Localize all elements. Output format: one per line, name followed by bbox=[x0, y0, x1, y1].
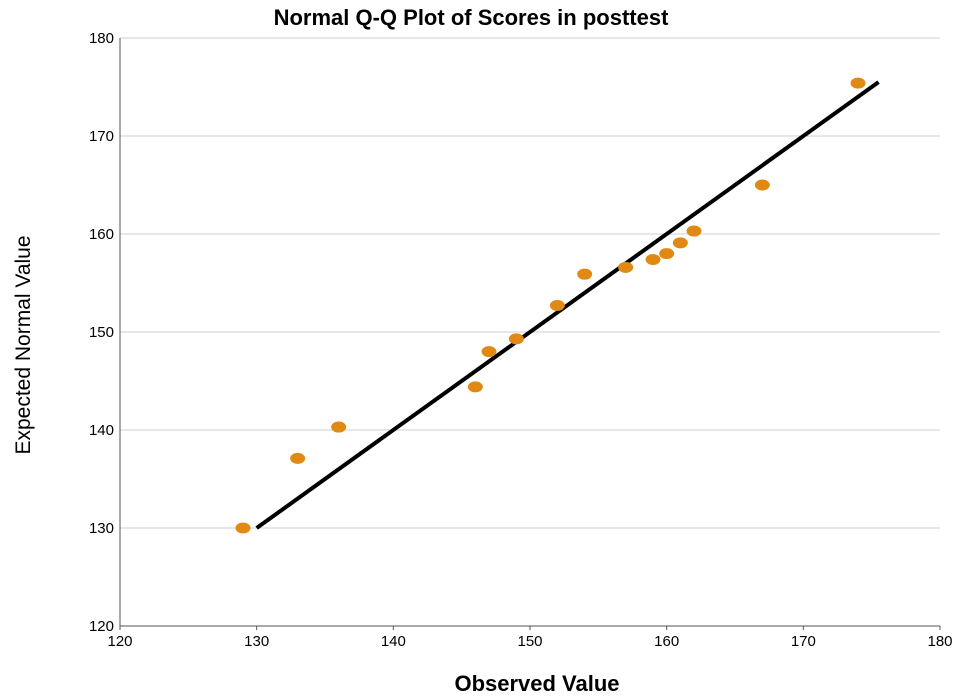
y-tick-label: 180 bbox=[89, 30, 114, 47]
x-tick-label: 150 bbox=[517, 633, 542, 650]
data-point bbox=[754, 179, 770, 191]
reference-line bbox=[255, 80, 880, 530]
x-tick-label: 160 bbox=[654, 633, 679, 650]
data-point bbox=[577, 268, 593, 280]
y-tick-label: 130 bbox=[89, 520, 114, 537]
chart-title: Normal Q-Q Plot of Scores in posttest bbox=[274, 5, 670, 30]
y-tick-label: 150 bbox=[89, 324, 114, 341]
data-point bbox=[467, 381, 483, 393]
y-tick-label: 140 bbox=[89, 422, 114, 439]
y-tick-label: 120 bbox=[89, 618, 114, 635]
data-points bbox=[235, 77, 866, 534]
data-point bbox=[645, 253, 661, 265]
x-tick-label: 120 bbox=[107, 633, 132, 650]
data-point bbox=[686, 225, 702, 237]
data-point bbox=[850, 77, 866, 89]
y-tick-labels: 120 130 140 150 160 170 180 bbox=[89, 30, 114, 635]
x-tick-labels: 120 130 140 150 160 170 180 bbox=[107, 626, 953, 650]
x-tick-label: 140 bbox=[381, 633, 406, 650]
y-axis-label: Expected Normal Value bbox=[12, 235, 35, 454]
y-tick-label: 160 bbox=[89, 226, 114, 243]
data-point bbox=[618, 261, 634, 273]
x-axis-label: Observed Value bbox=[454, 671, 619, 696]
x-tick-label: 180 bbox=[927, 633, 952, 650]
reference-line-group bbox=[255, 80, 880, 530]
data-point bbox=[331, 421, 347, 433]
y-tick-label: 170 bbox=[89, 128, 114, 145]
data-point bbox=[549, 300, 565, 312]
data-point bbox=[659, 248, 675, 260]
data-point bbox=[235, 522, 251, 534]
x-tick-label: 170 bbox=[791, 633, 816, 650]
gridlines bbox=[120, 37, 940, 529]
data-point bbox=[481, 346, 497, 358]
data-point bbox=[672, 237, 688, 249]
x-tick-label: 130 bbox=[244, 633, 269, 650]
data-point bbox=[508, 333, 524, 345]
data-point bbox=[290, 452, 306, 464]
